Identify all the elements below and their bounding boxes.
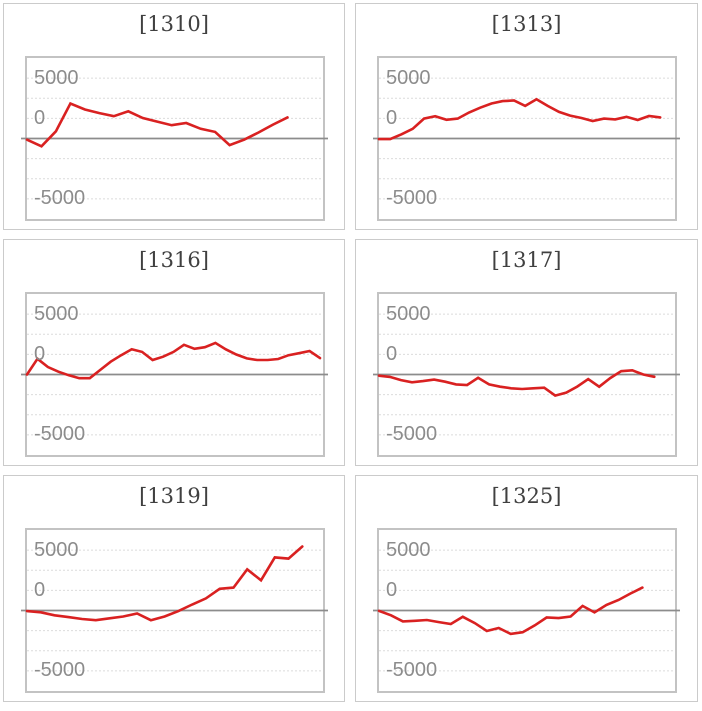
chart-panel-1313: [1313] 5000 0 -5000: [355, 3, 698, 230]
y-axis-tick-label: -5000: [386, 187, 438, 209]
y-axis-tick-label: -5000: [386, 423, 438, 445]
chart-title: [1319]: [139, 484, 209, 508]
y-axis-tick-label: 0: [386, 579, 398, 601]
y-axis-tick-label: 0: [34, 579, 46, 601]
chart-panel-1325: [1325] 5000 0 -5000: [355, 475, 698, 702]
y-axis-tick-label: 0: [34, 343, 46, 365]
y-axis-tick-label: -5000: [34, 187, 86, 209]
line-chart-svg: [373, 313, 680, 436]
chart-panel-1310: [1310] 5000 0 -5000: [3, 3, 345, 230]
plot-area: 5000 0 -5000: [373, 292, 680, 457]
y-axis-tick-label: 5000: [386, 539, 431, 561]
y-axis-tick-label: 5000: [34, 67, 79, 89]
chart-title: [1310]: [139, 12, 209, 36]
chart-title: [1317]: [491, 248, 562, 272]
y-axis-tick-label: 5000: [34, 303, 79, 325]
y-axis-tick-label: -5000: [34, 659, 86, 681]
y-axis-tick-label: -5000: [34, 423, 86, 445]
plot-area: 5000 0 -5000: [373, 528, 680, 693]
chart-panel-1317: [1317] 5000 0 -5000: [355, 239, 698, 466]
chart-title: [1325]: [491, 484, 562, 508]
line-chart-svg: [21, 77, 328, 200]
plot-area: 5000 0 -5000: [21, 56, 328, 221]
y-axis-tick-label: 0: [386, 343, 398, 365]
y-axis-tick-label: -5000: [386, 659, 438, 681]
y-axis-tick-label: 5000: [34, 539, 79, 561]
line-chart-svg: [21, 545, 328, 672]
plot-area: 5000 0 -5000: [373, 56, 680, 221]
y-axis-tick-label: 0: [34, 107, 46, 129]
plot-area: 5000 0 -5000: [21, 292, 328, 457]
line-chart-svg: [373, 549, 680, 672]
plot-area: 5000 0 -5000: [21, 528, 328, 693]
y-axis-tick-label: 5000: [386, 67, 431, 89]
y-axis-tick-label: 0: [386, 107, 398, 129]
y-axis-tick-label: 5000: [386, 303, 431, 325]
line-chart-svg: [373, 77, 680, 200]
chart-panel-1316: [1316] 5000 0 -5000: [3, 239, 345, 466]
line-chart-svg: [21, 313, 328, 436]
chart-title: [1313]: [491, 12, 562, 36]
chart-panel-1319: [1319] 5000 0 -5000: [3, 475, 345, 702]
chart-title: [1316]: [139, 248, 209, 272]
